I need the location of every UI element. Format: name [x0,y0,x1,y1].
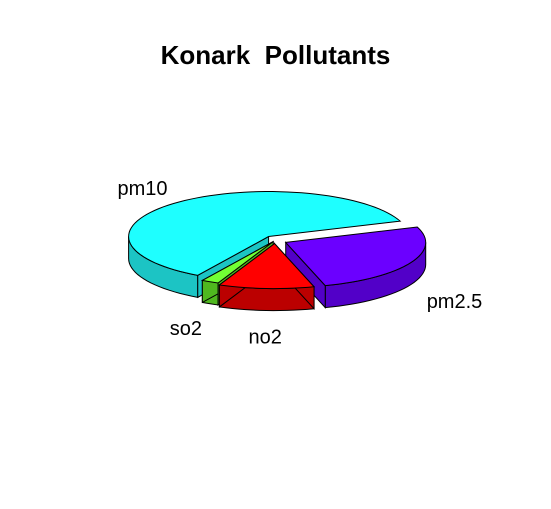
pie-slice-pm10 [128,191,402,276]
pie-label-so2: so2 [170,318,202,340]
pie-label-pm2-5: pm2.5 [427,291,483,313]
pie-slice-no2 [218,242,316,290]
pie-top-faces [128,191,427,290]
pie-slice-pm2-5 [284,226,427,287]
pie-labels: pm10 so2 no2 pm2.5 [117,178,482,348]
pie-label-pm10: pm10 [117,178,167,200]
pie-label-no2: no2 [249,327,282,349]
chart-title: Konark Pollutants [160,40,391,70]
pie-slice-so2 [200,241,274,284]
